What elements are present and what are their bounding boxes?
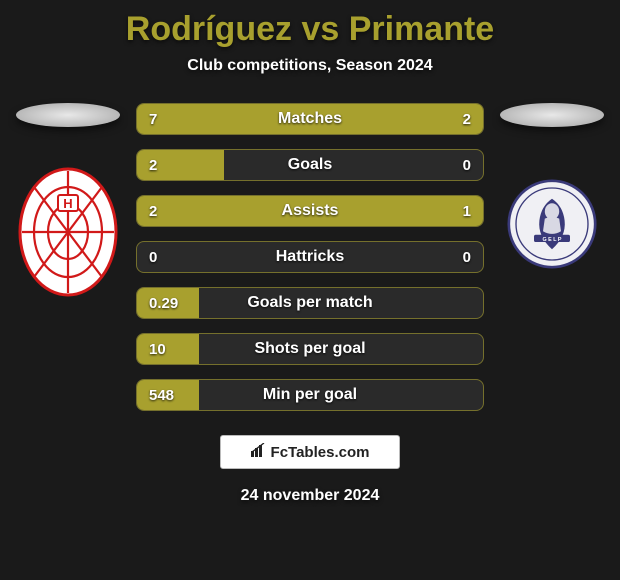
site-badge[interactable]: FcTables.com	[220, 435, 400, 469]
footer-date: 24 november 2024	[0, 487, 620, 505]
right-side: G E L P	[492, 103, 612, 269]
left-side: H	[8, 103, 128, 297]
stat-label: Goals	[137, 150, 483, 180]
site-label: FcTables.com	[271, 444, 370, 461]
player-placeholder-right	[500, 103, 604, 127]
stat-label: Hattricks	[137, 242, 483, 272]
stat-label: Shots per goal	[137, 334, 483, 364]
stat-value-right: 0	[463, 242, 471, 272]
stat-row: 0Hattricks0	[136, 241, 484, 273]
page-title: Rodríguez vs Primante	[0, 0, 620, 49]
stat-row: 2Assists1	[136, 195, 484, 227]
chart-icon	[251, 443, 267, 461]
page-subtitle: Club competitions, Season 2024	[0, 57, 620, 75]
gimnasia-crest: G E L P	[502, 179, 602, 269]
svg-text:G E L P: G E L P	[542, 237, 561, 243]
stat-row: 548Min per goal	[136, 379, 484, 411]
comparison-layout: H 7Matches22Goals02Assists10Hattricks00.…	[0, 103, 620, 411]
stat-label: Matches	[137, 104, 483, 134]
svg-text:H: H	[63, 196, 72, 211]
huracan-crest: H	[18, 167, 118, 297]
stat-value-right: 2	[463, 104, 471, 134]
stat-row: 7Matches2	[136, 103, 484, 135]
stat-label: Assists	[137, 196, 483, 226]
stat-label: Min per goal	[137, 380, 483, 410]
stats-column: 7Matches22Goals02Assists10Hattricks00.29…	[128, 103, 492, 411]
stat-row: 10Shots per goal	[136, 333, 484, 365]
stat-row: 2Goals0	[136, 149, 484, 181]
stat-row: 0.29Goals per match	[136, 287, 484, 319]
player-placeholder-left	[16, 103, 120, 127]
stat-value-right: 0	[463, 150, 471, 180]
stat-value-right: 1	[463, 196, 471, 226]
stat-label: Goals per match	[137, 288, 483, 318]
